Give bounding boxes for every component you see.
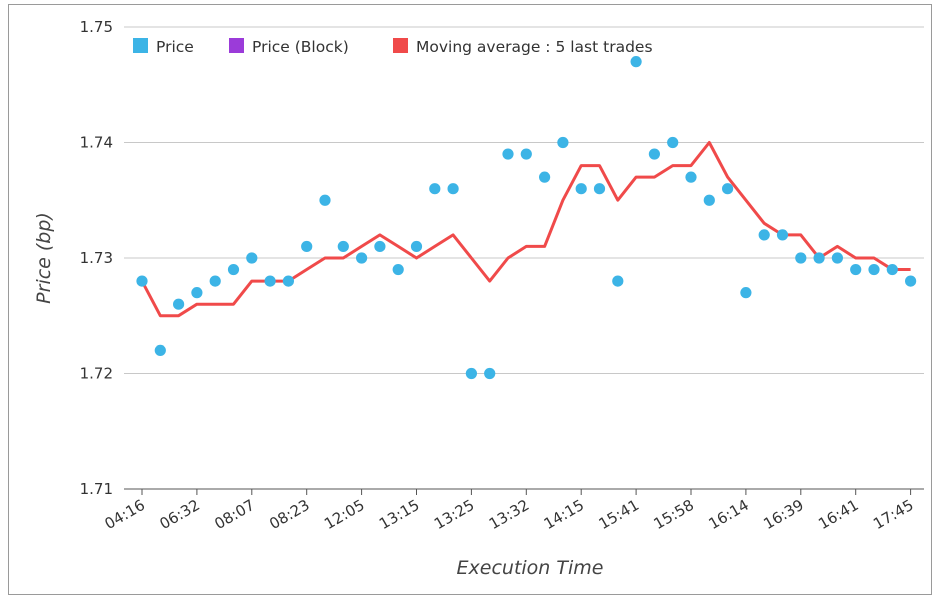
x-tick-label: 04:16 xyxy=(102,496,148,533)
price-point xyxy=(630,56,642,68)
moving-average-line xyxy=(140,141,911,318)
price-points xyxy=(136,56,917,380)
y-tick-label: 1.72 xyxy=(80,365,113,383)
price-point xyxy=(447,183,459,195)
price-point xyxy=(886,263,898,276)
price-point xyxy=(667,136,679,149)
x-tick-label: 17:45 xyxy=(870,496,916,533)
legend-label: Price xyxy=(156,38,194,56)
price-point xyxy=(776,229,789,241)
y-tick-labels: 1.71 1.72 1.73 1.74 1.75 xyxy=(80,18,113,498)
y-tick-label: 1.75 xyxy=(80,18,113,36)
price-point xyxy=(484,367,496,380)
price-point xyxy=(465,367,477,380)
x-tick-labels: 04:16 06:32 08:07 08:23 12:05 13:15 13:25 13:32… xyxy=(102,496,917,533)
y-tick-label: 1.74 xyxy=(80,134,113,152)
price-point xyxy=(191,287,203,299)
price-point xyxy=(612,275,624,287)
x-tick-label: 08:07 xyxy=(211,496,257,533)
x-tick-label: 14:15 xyxy=(541,496,587,533)
price-point xyxy=(539,171,551,183)
price-point xyxy=(648,148,661,160)
price-point xyxy=(795,252,807,264)
price-point xyxy=(575,183,587,195)
price-point xyxy=(905,275,917,287)
x-tick-label: 12:05 xyxy=(321,496,367,533)
legend-item: Price xyxy=(133,38,194,56)
price-point xyxy=(374,240,386,253)
legend: Price Price (Block) Moving average : 5 las… xyxy=(133,38,653,56)
x-tick-label: 15:58 xyxy=(651,496,697,533)
x-tick-label: 15:41 xyxy=(596,496,642,533)
price-point xyxy=(758,229,770,241)
price-point xyxy=(392,263,404,276)
y-axis-title: Price (bp) xyxy=(33,212,55,304)
price-point xyxy=(337,240,349,253)
x-tick-label: 16:41 xyxy=(815,496,861,533)
price-point xyxy=(703,194,715,206)
y-tick-label: 1.71 xyxy=(80,480,113,498)
y-tick-label: 1.73 xyxy=(80,249,113,267)
x-axis-title: Execution Time xyxy=(457,557,604,579)
moving-average-series-line xyxy=(140,141,911,318)
price-point xyxy=(227,263,240,276)
x-tick-label: 13:15 xyxy=(376,496,422,533)
price-point xyxy=(831,252,844,264)
price-point xyxy=(740,287,752,299)
price-point xyxy=(301,240,313,253)
price-point xyxy=(557,136,569,149)
price-point xyxy=(356,252,368,264)
price-point xyxy=(319,194,331,206)
price-point xyxy=(813,252,825,264)
price-point xyxy=(520,148,532,160)
legend-swatch xyxy=(133,38,148,53)
x-tick-label: 13:32 xyxy=(486,496,532,533)
price-point xyxy=(593,183,606,195)
price-point xyxy=(850,263,862,276)
price-point xyxy=(246,252,258,264)
price-point xyxy=(868,263,880,276)
price-point xyxy=(685,171,697,183)
legend-label: Moving average : 5 last trades xyxy=(416,38,653,56)
legend-item: Moving average : 5 last trades xyxy=(393,38,653,56)
price-point xyxy=(264,275,276,287)
x-tick-label: 06:32 xyxy=(156,496,202,533)
legend-label: Price (Block) xyxy=(252,38,349,56)
price-point xyxy=(209,275,221,287)
x-tick-label: 16:39 xyxy=(760,496,806,533)
chart-frame xyxy=(8,4,932,595)
legend-swatch xyxy=(229,38,244,53)
axes xyxy=(124,488,924,495)
x-tick-label: 13:25 xyxy=(431,496,477,533)
price-point xyxy=(429,183,441,195)
x-tick-label: 16:14 xyxy=(705,496,751,533)
legend-item: Price (Block) xyxy=(229,38,349,56)
x-tick-label: 08:23 xyxy=(266,496,312,533)
price-point xyxy=(282,275,294,287)
price-point xyxy=(502,148,514,160)
price-point xyxy=(136,275,148,287)
price-point xyxy=(410,240,423,253)
price-point xyxy=(173,298,185,310)
price-point xyxy=(154,344,166,356)
legend-swatch xyxy=(393,38,408,53)
price-point xyxy=(722,183,734,195)
